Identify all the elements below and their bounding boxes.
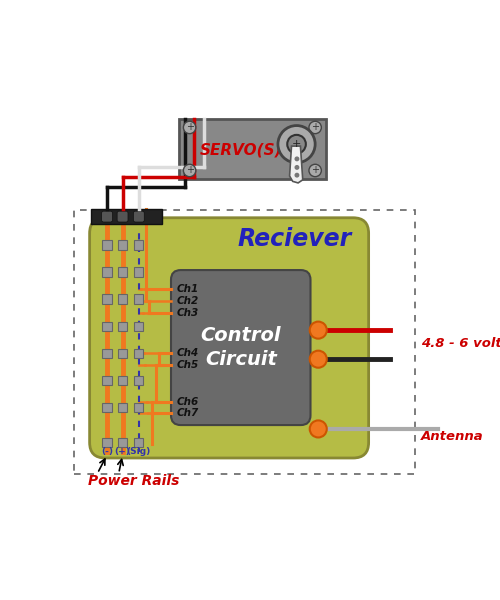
FancyBboxPatch shape [134, 211, 144, 222]
Bar [102, 295, 112, 304]
Text: (Sig): (Sig) [126, 446, 151, 455]
Text: 4.8 - 6 volts: 4.8 - 6 volts [421, 337, 500, 350]
Bar [102, 403, 112, 412]
Bar [134, 349, 143, 358]
Bar [118, 322, 127, 331]
Circle shape [310, 322, 327, 338]
Text: Ch4: Ch4 [177, 349, 199, 358]
Text: +: + [292, 139, 301, 149]
Text: Circuit: Circuit [205, 350, 277, 368]
Text: +: + [311, 166, 319, 175]
Polygon shape [290, 146, 303, 183]
Circle shape [184, 121, 196, 134]
Bar [134, 295, 143, 304]
Bar [134, 376, 143, 385]
Bar [74, 210, 415, 473]
Bar [118, 438, 127, 447]
Bar [134, 268, 143, 277]
Bar [102, 376, 112, 385]
Circle shape [295, 157, 298, 161]
Circle shape [288, 135, 306, 154]
FancyBboxPatch shape [90, 218, 368, 458]
Bar [179, 119, 326, 179]
Text: Control: Control [200, 326, 281, 346]
Bar [91, 209, 162, 224]
Text: Ch3: Ch3 [177, 308, 199, 317]
Text: +: + [311, 122, 319, 133]
Circle shape [295, 173, 298, 177]
Bar [118, 403, 127, 412]
Text: Ch5: Ch5 [177, 360, 199, 370]
Bar [102, 349, 112, 358]
Text: Antenna: Antenna [421, 430, 484, 443]
Bar [118, 376, 127, 385]
Bar [102, 240, 112, 250]
Bar [134, 322, 143, 331]
Bar [118, 349, 127, 358]
Text: +: + [186, 122, 194, 133]
Circle shape [309, 164, 322, 176]
Text: (+): (+) [114, 446, 130, 455]
Bar [102, 268, 112, 277]
Text: Ch7: Ch7 [177, 409, 199, 418]
Bar [102, 322, 112, 331]
Text: (-): (-) [101, 446, 113, 455]
Circle shape [310, 350, 327, 368]
Bar [134, 403, 143, 412]
Text: +: + [186, 166, 194, 175]
Text: Reciever: Reciever [238, 227, 352, 251]
Text: Power Rails: Power Rails [88, 474, 179, 488]
Bar [134, 240, 143, 250]
Bar [118, 268, 127, 277]
Circle shape [278, 125, 315, 163]
Bar [118, 240, 127, 250]
FancyBboxPatch shape [117, 211, 128, 222]
Circle shape [184, 164, 196, 176]
Text: Ch1: Ch1 [177, 284, 199, 295]
Bar [102, 438, 112, 447]
Circle shape [310, 421, 327, 437]
FancyBboxPatch shape [171, 270, 310, 425]
Circle shape [309, 121, 322, 134]
Text: Ch6: Ch6 [177, 397, 199, 407]
Text: SERVO(S): SERVO(S) [200, 142, 282, 157]
Bar [134, 438, 143, 447]
Text: Ch2: Ch2 [177, 296, 199, 306]
Circle shape [295, 166, 298, 169]
Bar [118, 295, 127, 304]
FancyBboxPatch shape [102, 211, 112, 222]
